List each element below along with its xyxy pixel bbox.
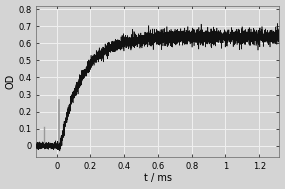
X-axis label: t / ms: t / ms	[144, 174, 172, 184]
Y-axis label: OD: OD	[5, 74, 16, 89]
